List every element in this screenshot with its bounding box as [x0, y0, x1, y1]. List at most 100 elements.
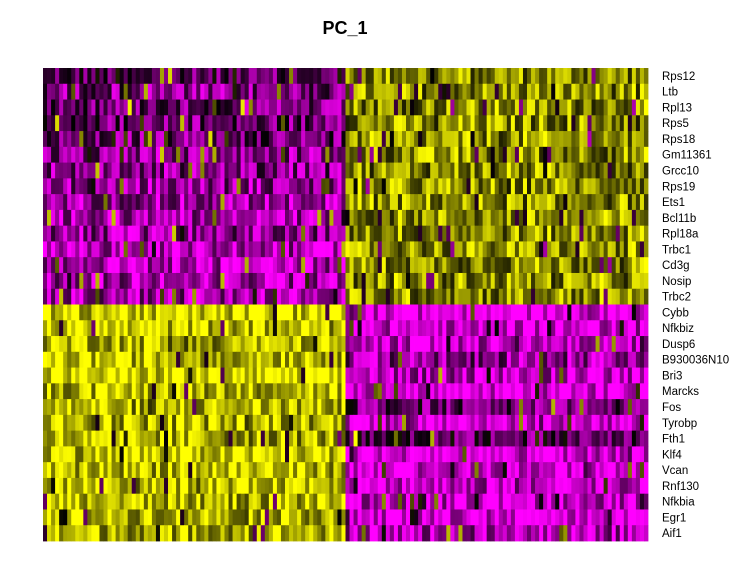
heatmap-cell — [224, 272, 229, 290]
heatmap-cell — [377, 477, 383, 495]
heatmap-cell — [603, 509, 609, 526]
heatmap-cell — [615, 194, 621, 211]
heatmap-cell — [180, 99, 185, 116]
heatmap-cell — [272, 209, 278, 227]
heatmap-cell — [454, 115, 459, 132]
heatmap-cell — [67, 430, 72, 447]
heatmap-cell — [401, 320, 407, 337]
heatmap-cell — [510, 162, 516, 179]
heatmap-cell — [71, 351, 76, 368]
heatmap-cell — [353, 115, 358, 132]
heatmap-cell — [83, 115, 88, 132]
heatmap-cell — [268, 131, 274, 148]
heatmap-cell — [196, 304, 201, 321]
heatmap-cell — [147, 83, 153, 100]
heatmap-cell — [643, 257, 649, 274]
heatmap-cell — [260, 178, 266, 195]
heatmap-cell — [228, 351, 233, 368]
heatmap-cell — [422, 493, 427, 510]
heatmap-cell — [103, 194, 108, 211]
heatmap-cell — [506, 288, 512, 305]
heatmap-cell — [458, 367, 463, 384]
heatmap-cell — [305, 131, 310, 148]
heatmap-cell — [563, 83, 568, 100]
heatmap-cell — [63, 83, 68, 100]
heatmap-cell — [361, 131, 367, 148]
heatmap-cell — [127, 493, 133, 510]
heatmap-cell — [385, 209, 391, 227]
heatmap-cell — [627, 320, 633, 337]
gene-label: Rps12 — [662, 71, 695, 83]
heatmap-cell — [111, 304, 116, 321]
heatmap-cell — [442, 162, 447, 179]
heatmap-cell — [71, 288, 76, 305]
heatmap-cell — [462, 99, 467, 116]
heatmap-cell — [393, 131, 399, 148]
heatmap-cell — [240, 509, 246, 526]
heatmap-cell — [228, 115, 233, 132]
heatmap-cell — [180, 509, 185, 526]
heatmap-cell — [168, 115, 173, 132]
heatmap-cell — [47, 525, 52, 542]
heatmap-cell — [434, 493, 439, 510]
heatmap-cell — [224, 194, 229, 211]
heatmap-cell — [305, 509, 310, 526]
heatmap-cell — [107, 194, 112, 211]
heatmap-cell — [55, 225, 60, 242]
heatmap-cell — [466, 162, 471, 179]
heatmap-cell — [107, 414, 112, 432]
heatmap-cell — [325, 414, 330, 432]
heatmap-cell — [51, 272, 56, 290]
heatmap-cell — [607, 146, 613, 163]
heatmap-cell — [486, 257, 492, 274]
heatmap-cell — [599, 320, 605, 337]
heatmap-cell — [196, 115, 201, 132]
heatmap-cell — [401, 257, 407, 274]
heatmap-cell — [522, 225, 528, 242]
heatmap-cell — [111, 99, 116, 116]
heatmap-cell — [527, 446, 532, 463]
heatmap-cell — [244, 272, 250, 290]
heatmap-cell — [276, 272, 282, 290]
heatmap-cell — [180, 351, 185, 368]
heatmap-cell — [422, 115, 427, 132]
heatmap-cell — [591, 477, 596, 495]
heatmap-cell — [595, 99, 600, 116]
heatmap-cell — [91, 115, 96, 132]
heatmap-cell — [518, 493, 524, 510]
heatmap-cell — [506, 83, 512, 100]
heatmap-cell — [486, 336, 492, 353]
heatmap-cell — [365, 446, 371, 463]
heatmap-cell — [159, 115, 165, 132]
heatmap-cell — [285, 304, 290, 321]
heatmap-cell — [228, 68, 233, 85]
heatmap-cell — [305, 414, 310, 432]
heatmap-cell — [466, 83, 471, 100]
heatmap-cell — [159, 509, 165, 526]
heatmap-cell — [321, 462, 326, 479]
heatmap-cell — [301, 399, 306, 416]
heatmap-cell — [623, 209, 629, 227]
heatmap-cell — [285, 509, 290, 526]
heatmap-cell — [67, 225, 72, 242]
heatmap-cell — [337, 131, 342, 148]
heatmap-cell — [450, 225, 455, 242]
heatmap-cell — [369, 399, 375, 416]
heatmap-cell — [228, 493, 233, 510]
heatmap-cell — [535, 146, 540, 163]
heatmap-cell — [426, 83, 431, 100]
heatmap-cell — [276, 209, 282, 227]
heatmap-cell — [418, 178, 423, 195]
heatmap-cell — [559, 83, 564, 100]
heatmap-cell — [619, 146, 625, 163]
heatmap-cell — [591, 209, 596, 227]
heatmap-cell — [385, 257, 391, 274]
heatmap-cell — [103, 272, 108, 290]
heatmap-cell — [389, 99, 395, 116]
heatmap-cell — [567, 257, 572, 274]
heatmap-cell — [79, 399, 84, 416]
heatmap-cell — [397, 383, 403, 400]
heatmap-cell — [333, 178, 338, 195]
heatmap-cell — [67, 257, 72, 274]
heatmap-cell — [393, 525, 399, 542]
